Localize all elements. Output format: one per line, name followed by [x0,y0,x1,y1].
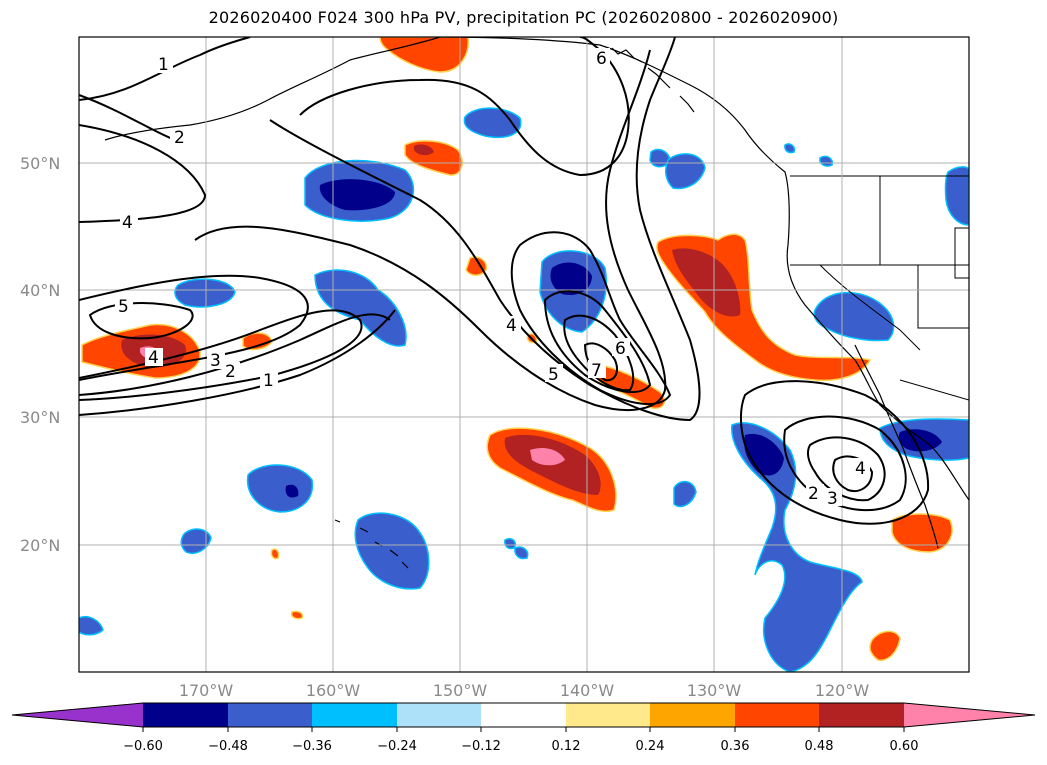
colorbar-segment [312,703,397,727]
colorbar-tick-label: −0.24 [377,739,417,754]
colorbar-ticks [142,727,905,732]
contour-labels: 1 2 4 5 4 3 2 1 6 4 5 6 7 4 [115,48,870,509]
pos-region-north [379,37,469,73]
lat-label-30n: 30°N [20,408,60,427]
lon-label-120w: 120°W [815,681,870,700]
colorbar-segment [566,703,650,727]
coastlines [104,37,969,569]
colorbar-tick-label: 0.24 [636,739,665,754]
lat-label-40n: 40°N [20,281,60,300]
colorbar: −0.60 −0.48 −0.36 −0.24 −0.12 0.12 0.24 … [11,702,1036,754]
lat-label-20n: 20°N [20,536,60,555]
contour-label: 7 [591,361,602,381]
neg-region-sw-small [180,528,212,554]
state-borders [790,175,969,401]
lon-label-150w: 150°W [433,681,488,700]
contour-label: 4 [855,459,866,479]
contour-label: 6 [615,339,626,359]
colorbar-segment [481,703,566,727]
pos-region-mid [465,256,487,276]
contour-label: 4 [148,348,159,368]
longitude-labels: 170°W 160°W 150°W 140°W 130°W 120°W [179,681,870,700]
lon-label-160w: 160°W [306,681,361,700]
colorbar-segment [397,703,481,727]
lon-label-130w: 130°W [687,681,742,700]
positive-anomaly-regions [81,37,953,661]
colorbar-tick-label: 0.12 [552,739,581,754]
colorbar-extend-min [12,703,143,727]
lon-label-140w: 140°W [560,681,615,700]
contour-label: 3 [827,489,838,509]
pos-region-south [869,630,901,661]
contour-label: 1 [158,55,169,75]
colorbar-extend-max [904,703,1035,727]
neg-region-west-edge [79,616,104,636]
colorbar-tick-label: 0.36 [721,739,750,754]
colorbar-segment [650,703,735,727]
neg-region-west [174,278,236,308]
colorbar-tick-label: 0.48 [805,739,834,754]
colorbar-segment [819,703,904,727]
colorbar-tick-label: 0.60 [890,739,919,754]
colorbar-segment [143,703,228,727]
contour-label: 3 [210,351,221,371]
contour-label: 4 [506,316,517,336]
colorbar-tick-label: −0.48 [208,739,248,754]
contour-label: 1 [263,371,274,391]
contour-label: 2 [808,484,819,504]
contour-label: 5 [548,365,559,385]
colorbar-tick-label: −0.60 [123,739,163,754]
contour-label: 2 [174,128,185,148]
neg-region-hawaii-w [246,464,314,513]
contour-label: 2 [225,362,236,382]
colorbar-segment [735,703,819,727]
map-frame [78,36,970,673]
colorbar-tick-label: −0.12 [461,739,501,754]
contour-label: 4 [122,213,133,233]
figure-title: 2026020400 F024 300 hPa PV, precipitatio… [208,8,839,27]
map-panel: 1 2 4 5 4 3 2 1 6 4 5 6 7 4 [78,36,970,673]
contour-label: 5 [118,297,129,317]
contour-label: 6 [596,49,607,69]
lon-label-170w: 170°W [179,681,234,700]
neg-region-ne-corner [944,166,969,226]
latitude-labels: 50°N 40°N 30°N 20°N [20,154,60,555]
neg-region-central [314,269,407,347]
colorbar-segment [228,703,312,727]
lat-label-50n: 50°N [20,154,60,173]
colorbar-tick-label: −0.36 [292,739,332,754]
